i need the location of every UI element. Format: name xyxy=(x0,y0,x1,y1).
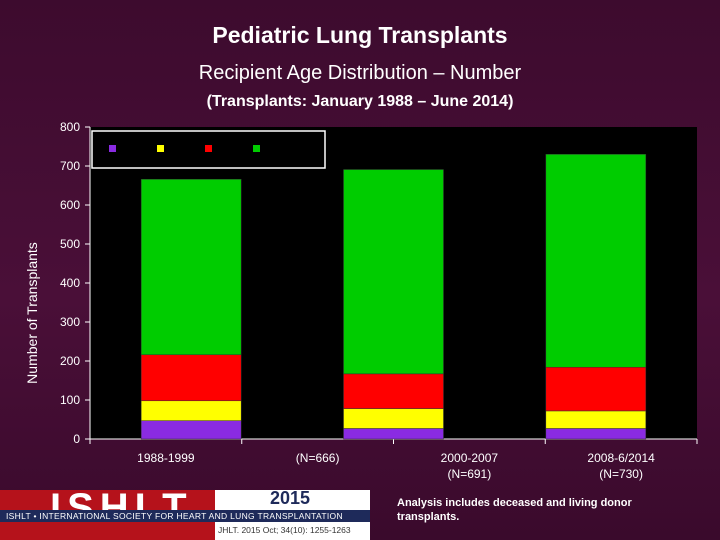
bar-segment xyxy=(545,410,647,429)
y-tick-label: 0 xyxy=(73,432,80,446)
bar-segment xyxy=(343,169,444,375)
bar-segment xyxy=(545,428,647,440)
page-title: Pediatric Lung Transplants xyxy=(212,22,508,48)
bar-segment xyxy=(140,400,242,421)
x-tick-label: 2000-2007 xyxy=(441,451,499,465)
y-tick-label: 800 xyxy=(60,120,80,134)
y-tick-label: 300 xyxy=(60,315,80,329)
y-tick-label: 700 xyxy=(60,159,80,173)
bar-segment xyxy=(140,420,242,440)
x-tick-label: 1988-1999 xyxy=(137,451,195,465)
stacked-bar-chart: 0 100 200 300 400 500 600 700 800 Number of Trans… xyxy=(24,120,697,481)
y-tick-label: 500 xyxy=(60,237,80,251)
chart-subtitle: Recipient Age Distribution – Number xyxy=(198,62,522,84)
footnote: Analysis includes deceased and living do… xyxy=(397,497,632,523)
logo-citation: JHLT. 2015 Oct; 34(10): 1255-1263 xyxy=(218,525,351,535)
x-tick-label: 2008-6/2014 xyxy=(587,451,655,465)
bar-segment xyxy=(140,354,242,402)
legend-swatch xyxy=(253,145,260,152)
y-tick-label: 400 xyxy=(60,276,80,290)
bar-segment xyxy=(343,373,444,409)
legend-swatch xyxy=(157,145,164,152)
y-tick-label: 200 xyxy=(60,354,80,368)
bar-segment xyxy=(545,154,647,368)
bar-segment xyxy=(343,408,444,429)
logo-year: 2015 xyxy=(270,490,311,508)
y-axis-label: Number of Transplants xyxy=(24,242,40,384)
legend-swatch xyxy=(109,145,116,152)
x-tick-label: (N=666) xyxy=(296,451,340,465)
logo-band: ISHLT • INTERNATIONAL SOCIETY FOR HEART … xyxy=(0,510,370,522)
y-tick-label: 600 xyxy=(60,198,80,212)
y-tick-label: 100 xyxy=(60,393,80,407)
bar-segment xyxy=(545,366,647,412)
ishlt-logo: ISHLT ISHLT • INTERNATIONAL SOCIETY FOR … xyxy=(0,490,370,540)
chart-date-range: (Transplants: January 1988 – June 2014) xyxy=(206,93,514,110)
bar-segment xyxy=(343,428,444,440)
x-tick-label: (N=730) xyxy=(599,467,643,481)
legend-swatch xyxy=(205,145,212,152)
bar-segment xyxy=(140,179,242,356)
x-tick-label: (N=691) xyxy=(448,467,492,481)
